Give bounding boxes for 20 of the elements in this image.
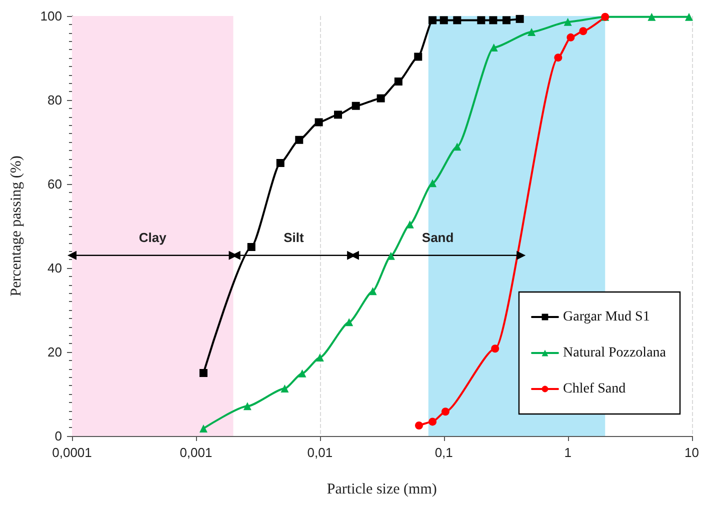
y-tick-label: 100 [40, 8, 62, 24]
x-tick-label: 10 [684, 445, 700, 460]
y-tick-label: 80 [48, 92, 62, 108]
x-tick-label: 0,001 [180, 445, 212, 460]
x-tick-label: 1 [564, 445, 572, 460]
x-tick-label: 0,01 [307, 445, 333, 460]
x-tick-label: 0,0001 [52, 445, 92, 460]
legend-label: Chlef Sand [562, 382, 626, 396]
legend-label: Natural Pozzolana [562, 346, 667, 360]
y-axis-title: Percentage passing (%) [8, 156, 24, 296]
annotation: Sand [422, 230, 454, 245]
y-tick-label: 0 [54, 428, 62, 444]
annotation: Silt [284, 230, 304, 245]
y-tick-label: 20 [48, 344, 62, 360]
legend-label: Gargar Mud S1 [562, 310, 650, 324]
y-tick-label: 40 [48, 260, 62, 276]
x-tick-label: 0,1 [434, 445, 453, 460]
x-axis-title: Particle size (mm) [326, 482, 437, 498]
y-tick-label: 60 [48, 176, 62, 192]
annotation: Clay [138, 230, 168, 245]
